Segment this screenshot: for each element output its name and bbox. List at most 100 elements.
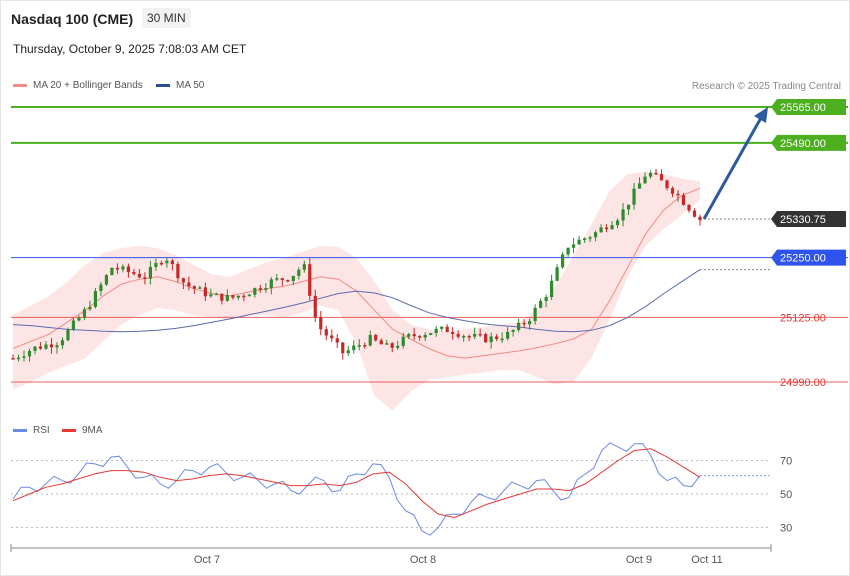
candle-body	[418, 336, 422, 338]
candle-body	[115, 267, 120, 270]
candle-body	[577, 239, 581, 245]
candle-body	[456, 333, 460, 337]
candle-body	[654, 172, 658, 175]
candle-body	[280, 278, 284, 280]
candle-body	[297, 269, 301, 276]
ma50-line	[12, 269, 701, 333]
candle-body	[242, 295, 246, 298]
candle-body	[93, 291, 98, 307]
candle-body	[60, 340, 65, 346]
candle-body	[670, 188, 675, 194]
candlesticks	[11, 168, 702, 362]
candle-body	[225, 295, 229, 301]
candle-body	[214, 293, 218, 296]
candle-body	[346, 350, 350, 354]
candle-body	[203, 287, 207, 297]
candle-body	[588, 237, 592, 239]
rsi-line	[12, 442, 701, 536]
candle-body	[27, 350, 32, 357]
candle-body	[341, 342, 345, 354]
candle-body	[181, 278, 185, 283]
candle-body	[484, 334, 488, 343]
candle-body	[258, 288, 262, 290]
x-tick-label: Oct 7	[194, 554, 220, 566]
candle-body	[440, 326, 444, 329]
candle-body	[473, 333, 477, 337]
candle-body	[33, 346, 37, 351]
candle-body	[401, 336, 405, 346]
ma20-swatch	[13, 84, 27, 87]
candle-body	[176, 264, 180, 279]
level-tag-text: 25330.75	[780, 214, 826, 226]
level-tag-text: 25565.00	[780, 102, 826, 114]
level-tag-25330.75: 25330.75	[771, 211, 846, 228]
x-tick-label: Oct 9	[626, 554, 652, 566]
candle-body	[77, 317, 81, 321]
candle-body	[637, 183, 642, 189]
level-tag-25250.00: 25250.00	[771, 249, 846, 266]
level-tag-text: 25125.00	[780, 312, 826, 324]
candle-body	[275, 278, 279, 280]
candle-body	[148, 267, 152, 279]
ma50-swatch	[156, 84, 170, 87]
level-tag-text: 25250.00	[780, 253, 826, 265]
candle-body	[121, 266, 125, 270]
candle-body	[555, 267, 559, 281]
legend-ma20: MA 20 + Bollinger Bands	[13, 80, 143, 91]
candle-body	[451, 331, 455, 334]
candle-body	[66, 329, 70, 341]
candle-body	[539, 300, 543, 308]
candle-body	[143, 277, 147, 279]
candle-body	[319, 317, 323, 330]
candle-body	[467, 336, 471, 338]
candle-body	[533, 307, 537, 322]
legend-ma50: MA 50	[156, 80, 204, 91]
candle-body	[561, 254, 565, 268]
level-tag-bg	[771, 249, 846, 266]
candle-body	[522, 322, 526, 325]
candle-body	[236, 295, 240, 298]
candle-body	[698, 216, 702, 221]
candle-body	[44, 344, 48, 349]
candle-body	[648, 172, 653, 177]
candle-body	[38, 346, 43, 349]
candle-body	[126, 266, 131, 272]
rsi-axis-label-30: 30	[780, 523, 792, 535]
rsi-legend-label: RSI	[33, 425, 50, 436]
candle-body	[643, 176, 647, 184]
candle-body	[82, 309, 87, 318]
rsi-axis-label-50: 50	[780, 489, 792, 501]
candle-body	[604, 227, 609, 230]
timestamp: Thursday, October 9, 2025 7:08:03 AM CET	[13, 42, 247, 56]
candle-body	[352, 345, 356, 351]
candle-body	[626, 204, 631, 210]
x-tick-label: Oct 8	[410, 554, 436, 566]
forecast-arrow-head	[754, 107, 768, 123]
candle-body	[198, 287, 202, 289]
rsi-ma-legend-label: 9MA	[82, 425, 103, 436]
candle-body	[665, 180, 669, 189]
candle-body	[445, 326, 449, 332]
candle-body	[357, 345, 361, 347]
level-tag-24990.00: 24990.00	[780, 377, 826, 389]
candle-body	[423, 334, 427, 338]
level-tag-bg	[771, 134, 846, 151]
candle-body	[462, 336, 466, 338]
candle-body	[478, 333, 482, 336]
timeframe-selector[interactable]: 30 MIN	[142, 8, 191, 28]
credit-text: Research © 2025 Trading Central	[691, 81, 841, 92]
candle-body	[363, 345, 367, 347]
candle-body	[324, 329, 328, 336]
candle-body	[676, 193, 680, 196]
candle-body	[88, 306, 92, 310]
candle-body	[429, 333, 433, 335]
candle-body	[247, 294, 251, 297]
candle-body	[220, 293, 224, 301]
candle-body	[11, 358, 15, 360]
candle-body	[517, 322, 521, 331]
candle-body	[335, 338, 339, 343]
candle-body	[593, 232, 598, 238]
level-tag-text: 24990.00	[780, 377, 826, 389]
forecast-arrow-shaft	[702, 115, 764, 220]
